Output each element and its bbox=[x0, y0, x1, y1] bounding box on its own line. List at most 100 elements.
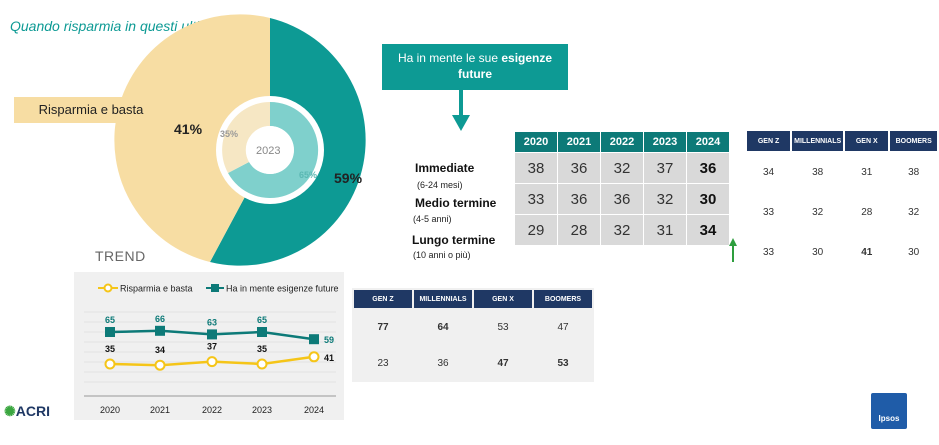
cell: 32 bbox=[812, 206, 824, 218]
point-future bbox=[207, 329, 217, 340]
row-sub-medio: (4-5 anni) bbox=[413, 214, 452, 224]
row-label-lungo: Lungo termine bbox=[412, 233, 496, 247]
generations-table-saving: GEN Z MILLENNIALS GEN X BOOMERS 77 64 53… bbox=[352, 288, 594, 382]
pie-chart bbox=[114, 14, 737, 266]
table-row: 29 28 32 31 34 bbox=[515, 215, 729, 245]
pie-pct-risparmia: 41% bbox=[174, 121, 203, 137]
cell: 36 bbox=[558, 153, 600, 183]
ipsos-logo: Ipsos bbox=[871, 393, 907, 429]
cell: 33 bbox=[763, 246, 775, 258]
inner-pct-future: 65% bbox=[299, 170, 318, 180]
cell: 77 bbox=[377, 321, 389, 333]
table-row: 23 36 47 53 bbox=[354, 346, 592, 380]
data-label-future: 66 bbox=[155, 314, 165, 324]
generations-table-horizon: GEN Z MILLENNIALS GEN X BOOMERS 34 38 31… bbox=[745, 129, 939, 273]
cell: 28 bbox=[558, 215, 600, 245]
row-sub-lungo: (10 anni o più) bbox=[413, 250, 471, 260]
row-label-medio: Medio termine bbox=[415, 196, 497, 210]
data-label-risparmia: 34 bbox=[155, 345, 165, 355]
cell: 32 bbox=[601, 153, 643, 183]
table-row: 38 36 32 37 36 bbox=[515, 153, 729, 183]
cell: 23 bbox=[377, 357, 389, 369]
risparmia-label: Risparmia e basta bbox=[14, 97, 168, 123]
pie-pct-future: 59% bbox=[334, 170, 363, 186]
data-label-risparmia: 35 bbox=[105, 344, 115, 354]
data-label-future: 65 bbox=[105, 315, 115, 325]
data-label-future: 65 bbox=[257, 315, 267, 325]
year-header: 2022 bbox=[601, 132, 643, 152]
row-label-immediate: Immediate bbox=[415, 161, 475, 175]
point-risparmia bbox=[104, 358, 116, 370]
year-table: 2020 2021 2022 2023 2024 38 36 32 37 36 … bbox=[514, 131, 730, 246]
point-risparmia bbox=[206, 356, 218, 368]
cell: 36 bbox=[558, 184, 600, 214]
data-label-future: 59 bbox=[324, 335, 334, 345]
cell: 28 bbox=[861, 206, 873, 218]
table-row: 34 38 31 38 bbox=[747, 153, 937, 191]
gen-header: BOOMERS bbox=[890, 131, 937, 151]
gen-header: GEN X bbox=[474, 290, 532, 308]
x-tick-label: 2022 bbox=[202, 405, 222, 415]
gen-header: GEN Z bbox=[354, 290, 412, 308]
cell: 34 bbox=[687, 215, 729, 245]
trend-chart-panel: Risparmia e basta Ha in mente esigenze f… bbox=[74, 272, 344, 420]
table-row: 33 30 41 30 bbox=[747, 233, 937, 271]
pie-slice-risparmia bbox=[114, 14, 270, 263]
x-tick-label: 2023 bbox=[252, 405, 272, 415]
gen-header: GEN X bbox=[845, 131, 889, 151]
cell: 41 bbox=[861, 246, 873, 258]
cell: 31 bbox=[644, 215, 686, 245]
point-future bbox=[309, 334, 319, 345]
inner-pct-risparmia: 35% bbox=[220, 129, 239, 139]
cell: 36 bbox=[601, 184, 643, 214]
legend-risparmia: Risparmia e basta bbox=[120, 284, 193, 294]
data-label-future: 63 bbox=[207, 317, 217, 327]
x-tick-label: 2020 bbox=[100, 405, 120, 415]
cell: 32 bbox=[644, 184, 686, 214]
cell: 37 bbox=[644, 153, 686, 183]
point-risparmia bbox=[256, 358, 268, 370]
cell: 47 bbox=[557, 321, 569, 333]
future-needs-box: Ha in mente le sue esigenze future bbox=[382, 44, 568, 90]
cell: 38 bbox=[812, 166, 824, 178]
data-label-risparmia: 41 bbox=[324, 353, 334, 363]
year-header: 2021 bbox=[558, 132, 600, 152]
inner-slice-future bbox=[228, 101, 319, 198]
cell: 32 bbox=[601, 215, 643, 245]
acri-logo: ✺ACRI bbox=[4, 403, 50, 419]
gen-header: MILLENNIALS bbox=[414, 290, 472, 308]
cell: 33 bbox=[763, 206, 775, 218]
year-header: 2020 bbox=[515, 132, 557, 152]
gen-header-row: GEN Z MILLENNIALS GEN X BOOMERS bbox=[747, 131, 937, 151]
gen-header: BOOMERS bbox=[534, 290, 592, 308]
x-tick-label: 2024 bbox=[304, 405, 324, 415]
cell: 31 bbox=[861, 166, 873, 178]
cell: 53 bbox=[557, 357, 569, 369]
row-sub-immediate: (6-24 mesi) bbox=[417, 180, 463, 190]
cell: 36 bbox=[437, 357, 449, 369]
cell: 38 bbox=[908, 166, 920, 178]
data-label-risparmia: 35 bbox=[257, 344, 267, 354]
inner-year: 2023 bbox=[256, 145, 281, 157]
gen-header-row: GEN Z MILLENNIALS GEN X BOOMERS bbox=[354, 290, 592, 308]
future-box-text: Ha in mente le sue bbox=[397, 51, 502, 65]
trend-title: TREND bbox=[95, 248, 146, 264]
future-box-bold: esigenze future bbox=[458, 51, 553, 81]
cell: 36 bbox=[687, 153, 729, 183]
point-future bbox=[257, 327, 267, 337]
cell: 47 bbox=[497, 357, 509, 369]
cell: 38 bbox=[515, 153, 557, 183]
inner-slice-risparmia bbox=[222, 102, 270, 173]
point-risparmia bbox=[154, 359, 166, 371]
point-risparmia bbox=[308, 351, 320, 363]
gen-header: MILLENNIALS bbox=[792, 131, 844, 151]
cell: 29 bbox=[515, 215, 557, 245]
data-label-risparmia: 37 bbox=[207, 342, 217, 352]
year-table-header: 2020 2021 2022 2023 2024 bbox=[515, 132, 729, 152]
cell: 64 bbox=[437, 321, 449, 333]
table-row: 77 64 53 47 bbox=[354, 310, 592, 344]
table-row: 33 36 36 32 30 bbox=[515, 184, 729, 214]
year-header: 2024 bbox=[687, 132, 729, 152]
cell: 30 bbox=[687, 184, 729, 214]
x-tick-label: 2021 bbox=[150, 405, 170, 415]
